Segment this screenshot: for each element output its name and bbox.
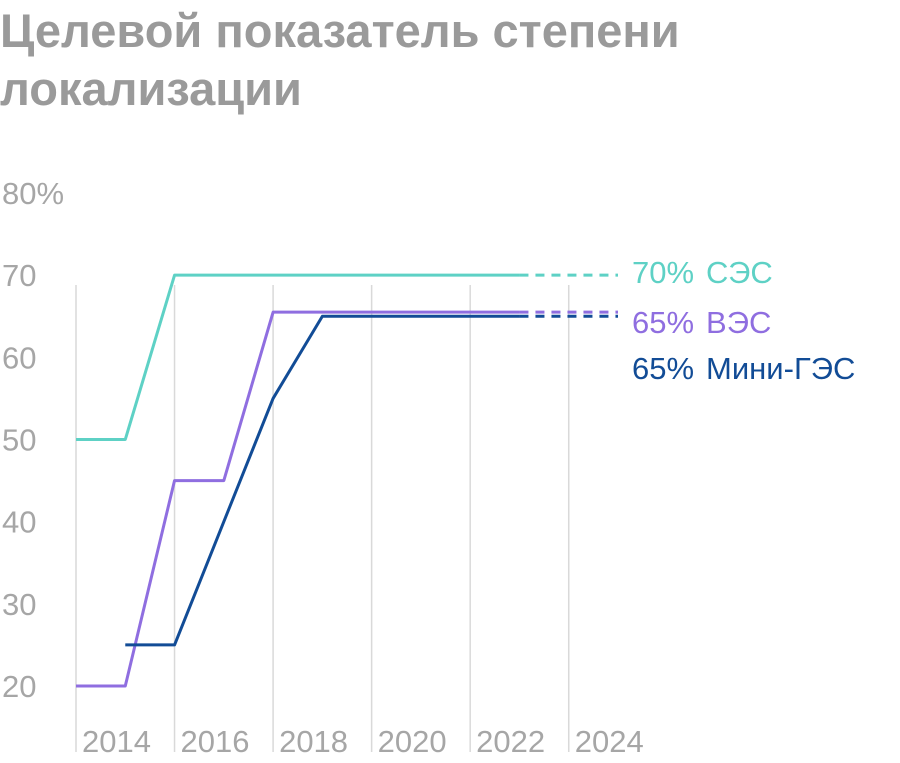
x-tick-label: 2014 (82, 724, 151, 759)
series-line (76, 310, 520, 688)
y-tick-label: 80% (2, 176, 64, 211)
series-line (125, 314, 520, 647)
y-tick-label: 30 (2, 587, 36, 622)
y-tick-label: 20 (2, 669, 36, 704)
series-label: 70% СЭС (632, 255, 773, 290)
y-tick-label: 40 (2, 505, 36, 540)
series-labels: 70% СЭС 65% ВЭС 65% Мини-ГЭС (632, 255, 855, 386)
x-tick-label: 2020 (378, 724, 447, 759)
series-label-name: Мини-ГЭС (706, 351, 855, 386)
series-label-name: СЭС (706, 255, 773, 290)
series-label: 65% ВЭС (632, 305, 771, 340)
series-label: 65% Мини-ГЭС (632, 351, 855, 386)
x-axis-ticks: 2014 2016 2018 2020 2022 2024 (82, 724, 644, 759)
series-line (76, 273, 520, 441)
grid-lines (75, 285, 570, 752)
series-label-name: ВЭС (706, 305, 771, 340)
x-tick-label: 2022 (476, 724, 545, 759)
series-lines (76, 273, 618, 688)
y-tick-label: 60 (2, 340, 36, 375)
series-label-value: 65% (632, 305, 694, 340)
y-axis-ticks: 80% 70 60 50 40 30 20 (2, 176, 64, 704)
x-tick-label: 2024 (575, 724, 644, 759)
y-tick-label: 50 (2, 423, 36, 458)
y-tick-label: 70 (2, 258, 36, 293)
chart-title: Целевой показатель степени локализации (0, 4, 680, 115)
series-label-value: 70% (632, 255, 694, 290)
series-label-value: 65% (632, 351, 694, 386)
x-tick-label: 2018 (279, 724, 348, 759)
x-tick-label: 2016 (181, 724, 250, 759)
